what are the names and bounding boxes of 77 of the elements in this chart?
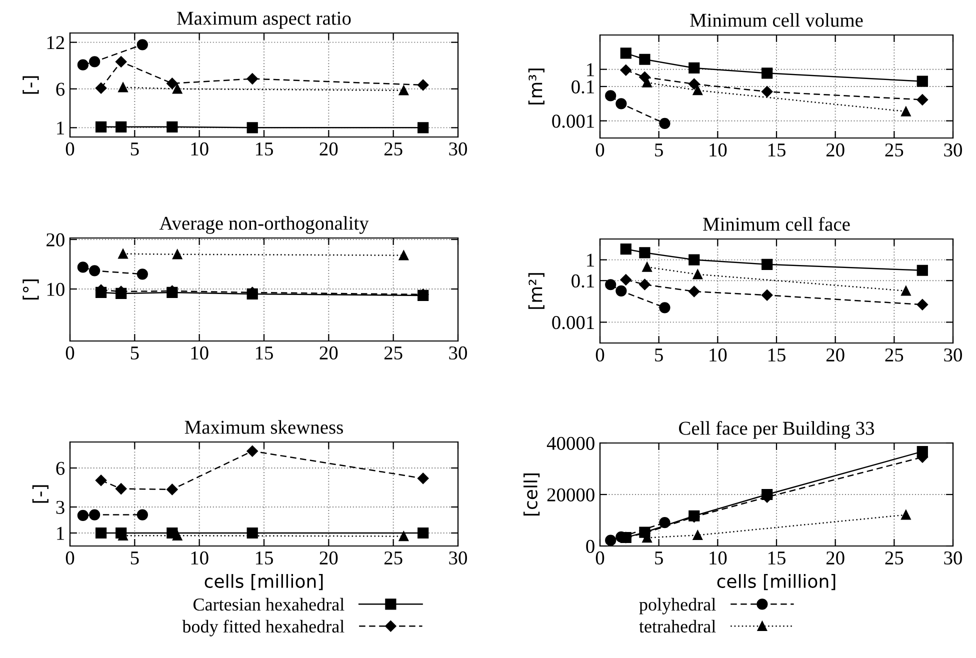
x-tick-label: 15	[768, 144, 786, 157]
x-tick-label: 0	[66, 142, 74, 156]
x-tick-label: 30	[449, 142, 467, 156]
x-tick-label: 20	[320, 346, 338, 360]
x-tick-label: 5	[130, 552, 139, 565]
x-tick-label: 25	[885, 551, 904, 565]
x-tick-label: 25	[384, 551, 402, 565]
x-tick-label: 0	[66, 551, 74, 565]
x-tick-label: 20	[826, 551, 844, 565]
y-tick-label: 0.1	[572, 80, 594, 94]
x-tick-label: 0	[596, 551, 604, 565]
x-tick-label: 30	[944, 143, 962, 157]
y-tick-label: 20	[46, 233, 64, 246]
x-tick-label: 15	[768, 552, 786, 565]
x-tick-label: 10	[191, 142, 208, 156]
y-tick-label: 0.001	[552, 114, 594, 128]
y-tick-label: 40000	[546, 436, 594, 450]
legend-label: polyhedral	[639, 598, 716, 614]
y-tick-label: 20000	[547, 488, 594, 502]
x-tick-label: 10	[710, 348, 727, 362]
x-tick-label: 10	[191, 551, 208, 565]
x-tick-label: 15	[256, 142, 273, 156]
y-axis-title: [cell]	[524, 473, 540, 516]
chart-title: Maximum aspect ratio	[177, 12, 351, 29]
y-tick-label: 0	[586, 540, 594, 553]
x-tick-label: 10	[191, 346, 208, 360]
y-tick-label: 0.1	[572, 274, 594, 288]
chart-title: Cell face per Building 33	[679, 420, 874, 439]
x-tick-label: 0	[596, 348, 604, 362]
x-tick-label: 30	[944, 551, 962, 565]
legend-label: tetrahedral	[639, 620, 716, 633]
y-tick-label: 1	[587, 63, 594, 76]
x-tick-label: 30	[449, 346, 467, 360]
x-tick-label: 30	[944, 348, 962, 362]
x-tick-label: 30	[449, 551, 467, 565]
x-tick-label: 5	[130, 346, 139, 360]
y-tick-label: 6	[56, 462, 65, 475]
chart-title: Average non-orthogonality	[159, 216, 369, 234]
x-tick-label: 20	[826, 143, 844, 157]
y-tick-label: 6	[56, 82, 65, 96]
y-tick-label: 1	[57, 122, 64, 134]
chart-title: Minimum cell volume	[690, 13, 863, 27]
x-tick-label: 5	[655, 348, 663, 362]
legend-label: body fitted hexahedral	[182, 620, 344, 636]
x-axis-title: cells [million]	[204, 574, 323, 590]
x-tick-label: 25	[384, 346, 402, 360]
x-tick-label: 15	[256, 552, 273, 565]
y-axis-title: [-]	[22, 76, 39, 94]
x-axis-title: cells [million]	[717, 574, 836, 590]
x-tick-label: 20	[320, 551, 338, 565]
x-tick-label: 10	[710, 551, 727, 565]
x-tick-label: 25	[384, 142, 402, 156]
x-tick-label: 25	[885, 348, 904, 362]
y-tick-label: 3	[56, 500, 64, 514]
y-tick-label: 0.001	[552, 316, 594, 330]
x-tick-label: 5	[130, 142, 139, 156]
x-tick-label: 15	[768, 348, 786, 362]
y-tick-label: 10	[47, 282, 64, 296]
chart-title: Minimum cell face	[703, 216, 850, 231]
x-tick-label: 20	[320, 142, 338, 156]
x-tick-label: 0	[66, 346, 74, 360]
x-tick-label: 5	[655, 144, 663, 157]
y-axis-title: [m²]	[528, 273, 544, 309]
y-tick-label: 12	[47, 36, 64, 50]
y-axis-title: [m³]	[528, 68, 544, 104]
x-tick-label: 10	[710, 143, 727, 157]
chart-title: Maximum skewness	[184, 420, 343, 434]
x-tick-label: 5	[655, 552, 663, 565]
y-axis-title: [°]	[22, 279, 39, 300]
y-axis-title: [-]	[32, 485, 48, 503]
x-tick-label: 15	[256, 346, 273, 360]
legend-label: Cartesian hexahedral	[193, 598, 344, 611]
y-tick-label: 1	[57, 526, 64, 540]
x-tick-label: 25	[885, 143, 904, 157]
y-tick-label: 1	[587, 254, 594, 267]
x-tick-label: 20	[826, 348, 844, 362]
x-tick-label: 0	[596, 143, 604, 157]
